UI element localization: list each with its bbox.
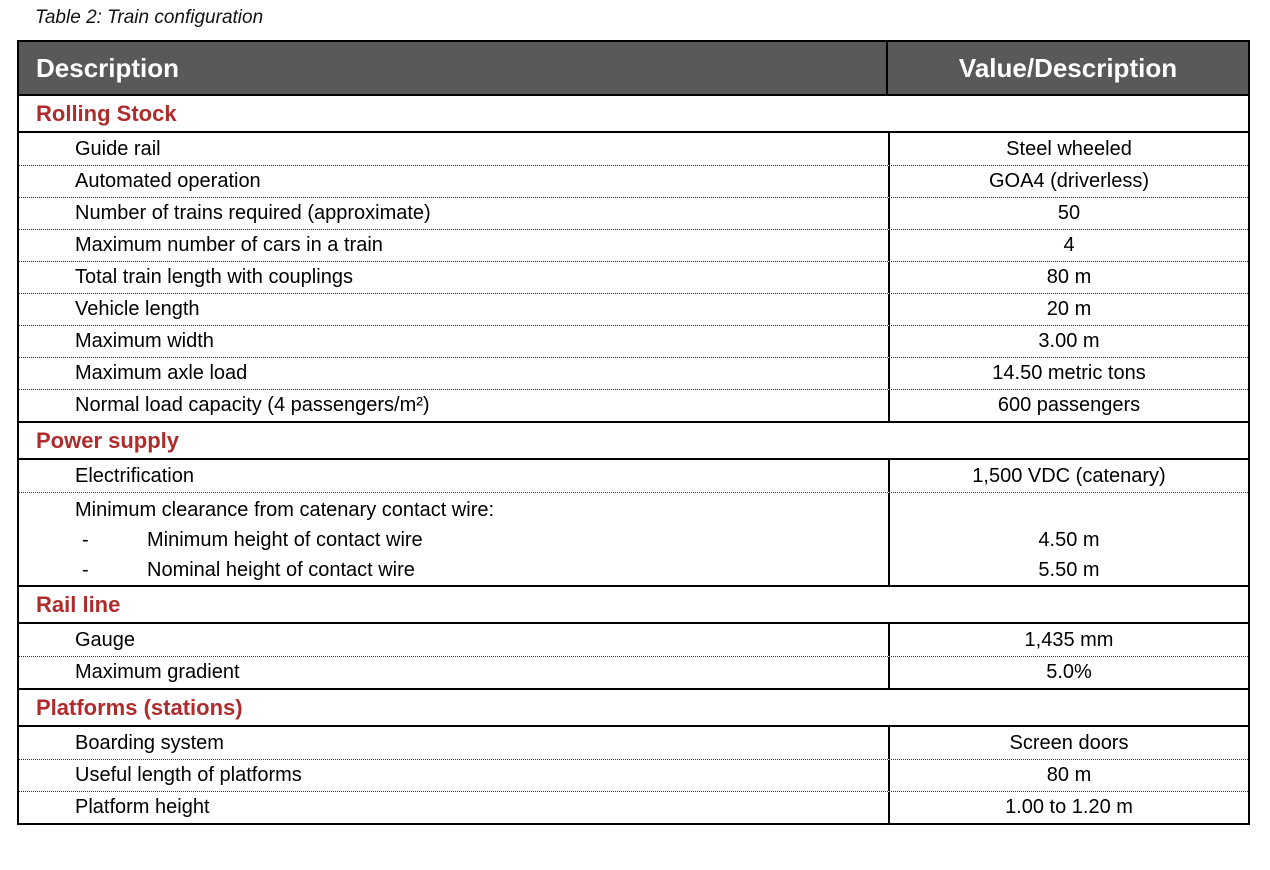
table-row: Maximum number of cars in a train 4 [19,229,1248,261]
row-label: Electrification [75,464,194,487]
group-main-label: Minimum clearance from catenary contact … [75,499,495,521]
row-label: Total train length with couplings [75,266,353,288]
row-value: 4 [888,230,1248,261]
row-label: Minimum clearance from catenary contact … [19,493,888,585]
row-value: 80 m [888,262,1248,293]
row-label: Useful length of platforms [75,764,302,786]
row-label: Gauge [75,628,136,651]
table-row: Platform height 1.00 to 1.20 m [19,791,1248,823]
row-value: 80 m [888,760,1248,791]
table-row: Gauge 1,435 mm [19,624,1248,656]
group-value-spacer [890,495,1248,525]
section-header-rolling-stock: Rolling Stock [19,94,1248,133]
row-value: 1,435 mm [888,624,1248,656]
dash-bullet: - [82,559,89,581]
table-row: Total train length with couplings 80 m [19,261,1248,293]
table-row: Boarding system Screen doors [19,727,1248,759]
group-sub-value: 5.50 m [1038,559,1100,581]
table-row: Maximum width 3.00 m [19,325,1248,357]
row-value: GOA4 (driverless) [888,166,1248,197]
section-header-platforms: Platforms (stations) [19,688,1248,727]
group-sub-value: 4.50 m [1038,529,1100,551]
row-value: 50 [888,198,1248,229]
train-configuration-table: Description Value/Description Rolling St… [17,40,1250,825]
table-row: Normal load capacity (4 passengers/m²) 6… [19,389,1248,421]
row-label: Maximum number of cars in a train [75,234,383,256]
row-value: 1,500 VDC (catenary) [888,460,1248,492]
row-label: Maximum axle load [75,362,248,384]
row-value: 14.50 metric tons [888,358,1248,389]
table-row: Vehicle length 20 m [19,293,1248,325]
table-row-clearance-group: Minimum clearance from catenary contact … [19,492,1248,585]
section-header-rail-line: Rail line [19,585,1248,624]
row-label: Number of trains required (approximate) [75,202,431,224]
sub-label-text: Nominal height of contact wire [147,559,415,581]
row-value: 3.00 m [888,326,1248,357]
row-label: Boarding system [75,731,224,754]
row-label: Maximum gradient [75,661,240,683]
dash-bullet: - [82,529,89,551]
row-value: 5.0% [888,657,1248,688]
row-label: Maximum width [75,330,214,352]
row-value: 1.00 to 1.20 m [888,792,1248,823]
row-label: Guide rail [75,137,161,160]
table-row: Maximum axle load 14.50 metric tons [19,357,1248,389]
group-sub-label: - Minimum height of contact wire [75,525,888,555]
row-value: 600 passengers [888,390,1248,421]
table-header-row: Description Value/Description [19,42,1248,94]
group-sub-label: - Nominal height of contact wire [75,555,888,585]
section-header-power-supply: Power supply [19,421,1248,460]
table-row: Electrification 1,500 VDC (catenary) [19,460,1248,492]
row-label: Vehicle length [75,298,200,320]
row-label: Normal load capacity (4 passengers/m²) [75,394,430,416]
row-label: Automated operation [75,170,261,192]
row-value: Screen doors [888,727,1248,759]
table-caption: Table 2: Train configuration [35,7,264,28]
header-description: Description [19,42,888,94]
table-row: Maximum gradient 5.0% [19,656,1248,688]
table-row: Automated operation GOA4 (driverless) [19,165,1248,197]
row-value: 4.50 m 5.50 m [888,493,1248,585]
table-row: Number of trains required (approximate) … [19,197,1248,229]
row-value: 20 m [888,294,1248,325]
table-row: Useful length of platforms 80 m [19,759,1248,791]
row-label: Platform height [75,796,210,818]
row-value: Steel wheeled [888,133,1248,165]
table-row: Guide rail Steel wheeled [19,133,1248,165]
header-value-description: Value/Description [958,52,1178,83]
sub-label-text: Minimum height of contact wire [147,529,423,551]
